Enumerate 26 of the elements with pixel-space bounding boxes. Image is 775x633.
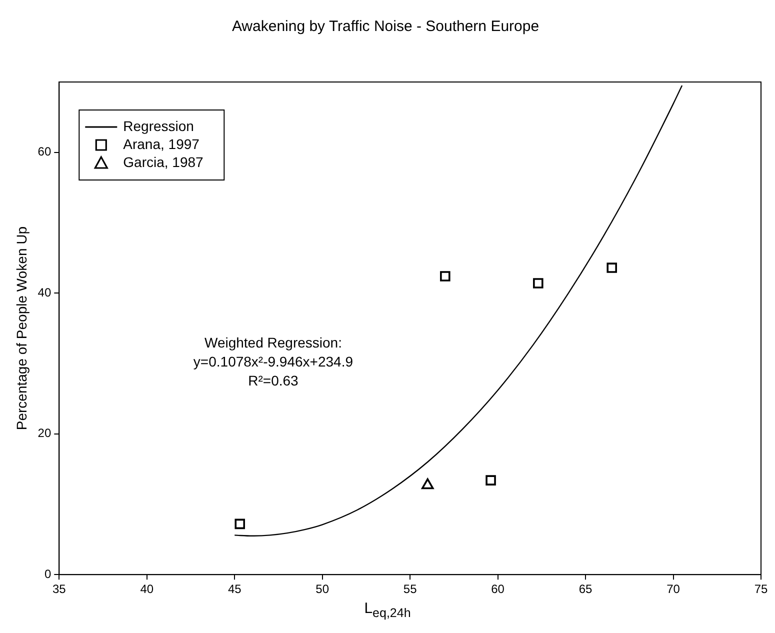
point (422, 478, 434, 490)
annotation: Weighted Regression: y=0.1078x²-9.946x+234.9 R²=0.63 (193, 334, 354, 389)
x-tick-label: 55 (403, 582, 418, 596)
point (486, 475, 496, 486)
x-tick-label: 70 (666, 582, 680, 596)
point (234, 518, 246, 530)
x-tick-label: 45 (228, 582, 242, 596)
y-tick-label: 40 (38, 285, 52, 300)
y-axis-title: Percentage of People Woken Up (13, 226, 30, 430)
x-tick-label: 35 (52, 582, 66, 596)
x-tick-label: 50 (316, 582, 330, 596)
y-tick-label: 20 (38, 426, 52, 440)
y-tick-label: 0 (44, 566, 52, 581)
point (533, 278, 544, 288)
chart-title: Awakening by Traffic Noise - Southern Europe (232, 18, 540, 36)
point (606, 262, 617, 273)
x-tick-label: 60 (491, 582, 505, 596)
x-tick-label: 40 (140, 582, 154, 596)
x-tick-label: 75 (754, 582, 768, 596)
legend-label: Garcia, 1987 (123, 154, 204, 170)
x-axis-title: L$_{eq,24h}$ (363, 600, 412, 620)
point (440, 271, 450, 282)
legend-label: Regression (123, 118, 194, 134)
x-tick-label: 65 (578, 582, 593, 596)
y-tick-label: 60 (38, 144, 52, 159)
legend-label: Arana, 1997 (123, 136, 200, 152)
